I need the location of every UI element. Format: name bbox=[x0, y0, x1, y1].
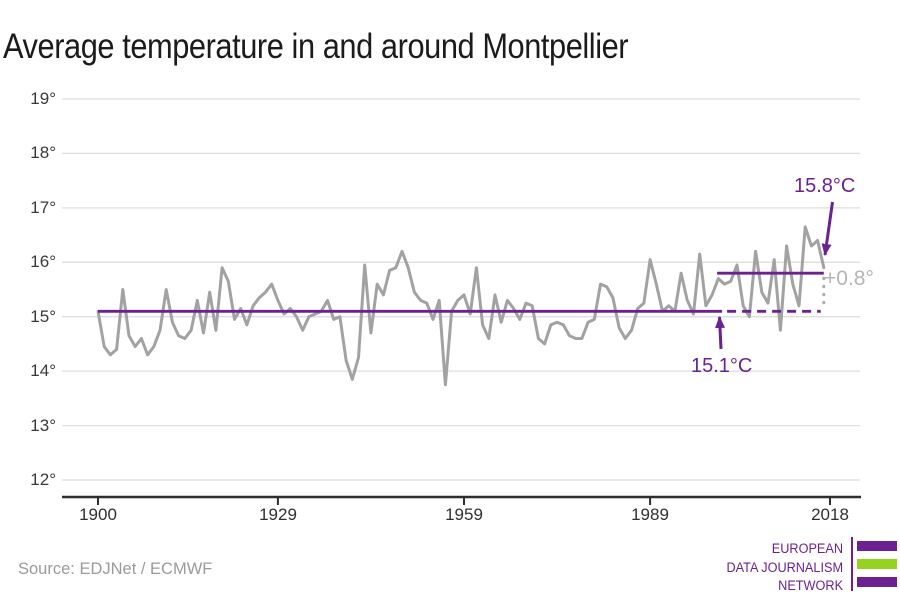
x-axis-label: 1989 bbox=[631, 505, 669, 524]
y-axis-label: 13° bbox=[30, 416, 56, 435]
temperature-chart bbox=[62, 98, 861, 505]
logo-line-data-journalism: DATA JOURNALISM bbox=[726, 559, 844, 575]
y-axis-label: 14° bbox=[30, 361, 56, 380]
source-note: Source: EDJNet / ECMWF bbox=[18, 560, 213, 578]
chart-title: Average temperature in and around Montpe… bbox=[3, 27, 629, 67]
y-axis-label: 16° bbox=[30, 252, 56, 271]
y-axis-label: 17° bbox=[30, 198, 56, 217]
x-axis-label: 1900 bbox=[79, 505, 117, 524]
edjnet-logo: EUROPEAN DATA JOURNALISM NETWORK bbox=[719, 537, 897, 596]
y-axis-label: 19° bbox=[30, 89, 56, 108]
annotation-delta: +0.8° bbox=[824, 267, 874, 290]
x-axis-label: 1959 bbox=[445, 505, 483, 524]
logo-bar-purple-top bbox=[857, 541, 897, 551]
x-axis-label: 2018 bbox=[811, 505, 849, 524]
logo-bar-green bbox=[857, 559, 897, 569]
y-axis-label: 15° bbox=[30, 307, 56, 326]
logo-line-european: EUROPEAN bbox=[772, 541, 844, 556]
logo-line-network: NETWORK bbox=[778, 578, 844, 593]
logo-separator-bar bbox=[850, 537, 853, 591]
logo-bar-purple-bottom bbox=[857, 577, 897, 587]
arrow-to-recent-average bbox=[821, 201, 834, 256]
y-axis-label: 12° bbox=[30, 470, 56, 489]
y-axis-label: 18° bbox=[30, 143, 56, 162]
x-axis-label: 1929 bbox=[259, 505, 297, 524]
arrow-to-past-average bbox=[715, 316, 726, 350]
edjnet-logo-text: EUROPEAN DATA JOURNALISM NETWORK bbox=[727, 540, 844, 596]
annotation-past-average: 15.1°C bbox=[691, 355, 753, 377]
annotation-recent-average: 15.8°C bbox=[794, 175, 856, 197]
logo-bars bbox=[857, 537, 897, 587]
temperature-line bbox=[96, 225, 826, 387]
